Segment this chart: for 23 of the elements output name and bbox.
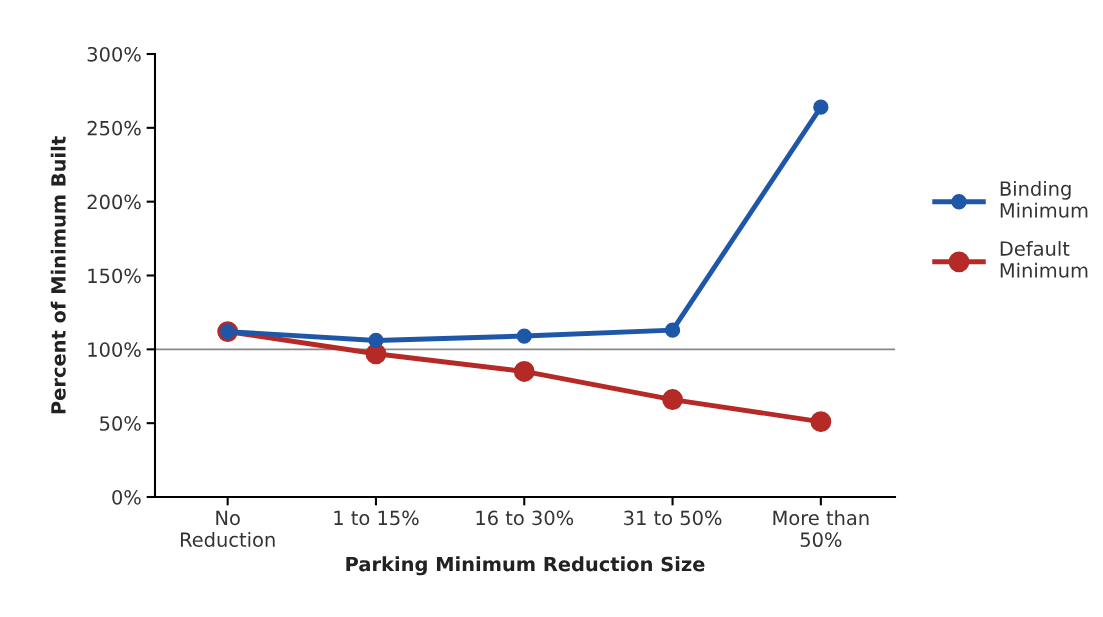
y-tick-label: 100% [88,342,141,357]
point [813,99,829,115]
y-tick-label: 200% [87,194,141,210]
legend-label: Binding Minimum [1000,180,1088,218]
x-tick-label: More than 50% [773,510,869,548]
x-tick-label: 31 to 50% [624,510,722,526]
point [513,361,535,382]
x-axis-title: Parking Minimum Reduction Size [346,556,705,576]
x-tick-label: 1 to 15% [334,510,419,526]
y-tick-label: 50% [100,416,141,431]
legend-label: Default Minimum [1000,240,1088,278]
point [516,328,532,344]
point [662,389,683,410]
y-tick-label: 250% [87,120,141,136]
y-tick-label: 150% [88,268,141,284]
y-tick-label: 300% [87,46,141,62]
y-axis-title: Percent of Minimum Built [50,136,66,414]
y-tick-label: 0% [112,489,141,505]
point [810,411,832,433]
x-tick-label: 16 to 30% [476,510,574,526]
x-tick-label: No Reduction [180,510,275,548]
point [664,322,681,338]
point [368,332,384,349]
